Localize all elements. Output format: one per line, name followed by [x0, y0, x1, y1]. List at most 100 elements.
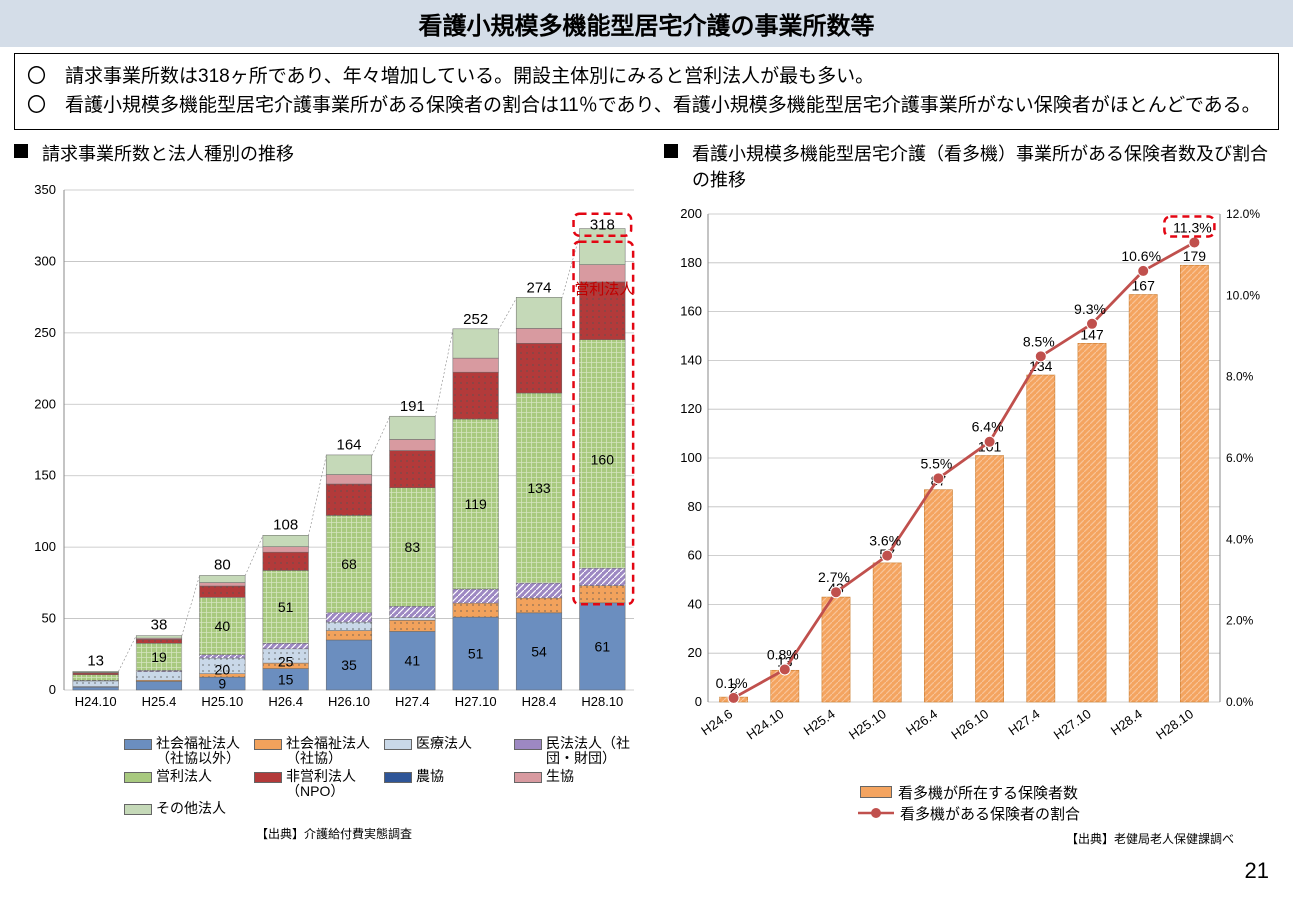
svg-text:10.0%: 10.0% [1226, 288, 1260, 302]
svg-text:41: 41 [405, 653, 421, 669]
legend-item: 社会福祉法人（社協以外） [124, 736, 254, 767]
svg-text:120: 120 [680, 401, 702, 416]
svg-text:H26.10: H26.10 [328, 694, 370, 709]
svg-text:0.0%: 0.0% [1226, 695, 1254, 709]
svg-text:2.0%: 2.0% [1226, 614, 1254, 628]
svg-text:H25.4: H25.4 [142, 694, 177, 709]
legend-line-item: 看多機がある保険者の割合 [858, 803, 1080, 824]
svg-text:150: 150 [34, 468, 56, 483]
svg-text:9.3%: 9.3% [1074, 301, 1106, 317]
summary-line-2: 〇 看護小規模多機能型居宅介護事業所がある保険者の割合は11％であり、看護小規模… [27, 91, 1266, 120]
svg-text:8.0%: 8.0% [1226, 370, 1254, 384]
page-number: 21 [1245, 858, 1269, 884]
legend-item: その他法人 [124, 801, 254, 816]
right-chart-title: 看護小規模多機能型居宅介護（看多機）事業所がある保険者数及び割合の推移 [664, 140, 1274, 192]
svg-text:H27.10: H27.10 [1051, 706, 1094, 742]
legend-item: 民法法人（社団・財団） [514, 736, 644, 767]
svg-text:40: 40 [215, 618, 231, 634]
svg-text:38: 38 [151, 617, 168, 634]
svg-text:営利法人: 営利法人 [574, 281, 634, 298]
right-chart-legend: 看多機が所在する保険者数 看多機がある保険者の割合 [664, 776, 1274, 825]
svg-text:2.7%: 2.7% [818, 569, 850, 585]
svg-text:164: 164 [336, 437, 361, 454]
svg-text:300: 300 [34, 253, 56, 268]
svg-text:5.5%: 5.5% [920, 455, 952, 471]
svg-text:80: 80 [214, 557, 231, 574]
svg-text:H28.10: H28.10 [581, 694, 623, 709]
svg-text:51: 51 [278, 599, 294, 615]
svg-text:3.6%: 3.6% [869, 532, 901, 548]
svg-text:140: 140 [680, 352, 702, 367]
svg-text:6.0%: 6.0% [1226, 451, 1254, 465]
svg-text:51: 51 [468, 645, 484, 661]
svg-text:80: 80 [688, 499, 702, 514]
svg-text:H25.10: H25.10 [201, 694, 243, 709]
page-title: 看護小規模多機能型居宅介護の事業所数等 [0, 0, 1293, 47]
svg-text:H25.10: H25.10 [846, 706, 889, 742]
svg-text:179: 179 [1183, 248, 1207, 264]
svg-text:13: 13 [87, 652, 104, 669]
svg-text:0: 0 [49, 682, 56, 697]
svg-text:35: 35 [341, 657, 357, 673]
svg-text:0.1%: 0.1% [716, 675, 748, 691]
svg-text:8.5%: 8.5% [1023, 333, 1055, 349]
svg-text:H27.4: H27.4 [1005, 706, 1042, 738]
left-chart-svg: 050100150200250300350H24.1013H25.43819H2… [14, 170, 654, 730]
svg-text:H28.10: H28.10 [1153, 706, 1196, 742]
legend-item: 非営利法人（NPO） [254, 769, 384, 800]
svg-text:10.6%: 10.6% [1121, 248, 1161, 264]
svg-text:H24.10: H24.10 [75, 694, 117, 709]
svg-text:H26.10: H26.10 [948, 706, 991, 742]
svg-text:100: 100 [34, 539, 56, 554]
svg-text:H28.4: H28.4 [1108, 706, 1145, 738]
summary-line-1: 〇 請求事業所数は318ヶ所であり、年々増加している。開設主体別にみると営利法人… [27, 62, 1266, 91]
legend-item: 農協 [384, 769, 514, 800]
svg-text:61: 61 [595, 638, 611, 654]
svg-text:H26.4: H26.4 [268, 694, 303, 709]
svg-text:H26.4: H26.4 [903, 706, 940, 738]
svg-text:H28.4: H28.4 [522, 694, 557, 709]
left-chart-legend: 社会福祉法人（社協以外）社会福祉法人（社協）医療法人民法法人（社団・財団） 営利法… [14, 730, 654, 819]
legend-item: 生協 [514, 769, 644, 800]
left-chart-title: 請求事業所数と法人種別の推移 [14, 140, 654, 166]
svg-text:68: 68 [341, 556, 357, 572]
svg-text:25: 25 [278, 653, 294, 669]
svg-text:318: 318 [590, 217, 615, 234]
legend-item: 医療法人 [384, 736, 514, 767]
svg-text:274: 274 [526, 279, 551, 296]
right-chart-source: 【出典】老健局老人保健課調べ [664, 830, 1274, 847]
svg-text:H24.6: H24.6 [698, 706, 735, 738]
svg-text:252: 252 [463, 311, 488, 328]
left-chart-source: 【出典】介護給付費実態調査 [14, 825, 654, 842]
svg-text:54: 54 [531, 643, 547, 659]
svg-text:15: 15 [278, 671, 294, 687]
svg-text:0: 0 [695, 694, 702, 709]
svg-text:100: 100 [680, 450, 702, 465]
svg-text:H27.10: H27.10 [455, 694, 497, 709]
svg-text:133: 133 [527, 480, 551, 496]
right-chart-column: 看護小規模多機能型居宅介護（看多機）事業所がある保険者数及び割合の推移 0204… [654, 140, 1274, 848]
svg-text:12.0%: 12.0% [1226, 207, 1260, 221]
legend-item: 営利法人 [124, 769, 254, 800]
svg-text:50: 50 [42, 610, 56, 625]
svg-text:11.3%: 11.3% [1173, 219, 1212, 235]
legend-bar-item: 看多機が所在する保険者数 [860, 782, 1078, 803]
legend-item: 社会福祉法人（社協） [254, 736, 384, 767]
summary-box: 〇 請求事業所数は318ヶ所であり、年々増加している。開設主体別にみると営利法人… [14, 53, 1279, 130]
svg-text:119: 119 [465, 496, 488, 512]
svg-text:191: 191 [400, 398, 425, 415]
svg-text:H25.4: H25.4 [801, 706, 838, 738]
svg-text:60: 60 [688, 547, 702, 562]
svg-text:180: 180 [680, 255, 702, 270]
svg-text:4.0%: 4.0% [1226, 532, 1254, 546]
svg-text:9: 9 [218, 675, 226, 691]
svg-text:20: 20 [215, 661, 231, 677]
svg-text:350: 350 [34, 182, 56, 197]
svg-text:6.4%: 6.4% [972, 419, 1004, 435]
svg-text:160: 160 [680, 303, 702, 318]
svg-text:250: 250 [34, 325, 56, 340]
svg-text:0.8%: 0.8% [767, 646, 799, 662]
svg-text:160: 160 [591, 452, 615, 468]
svg-text:200: 200 [34, 396, 56, 411]
svg-text:83: 83 [405, 539, 421, 555]
